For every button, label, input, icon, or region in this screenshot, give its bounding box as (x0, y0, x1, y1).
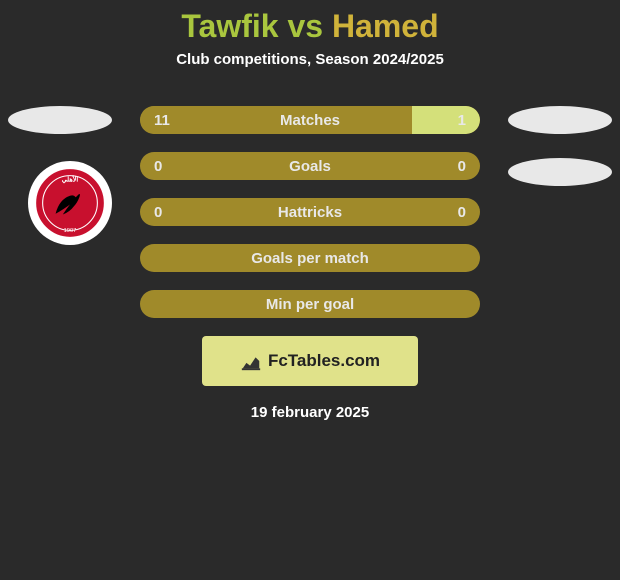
player2-club-placeholder (508, 158, 612, 186)
player2-name: Hamed (332, 8, 439, 44)
stat-bars: Matches111Goals00Hattricks00Goals per ma… (140, 106, 480, 318)
stat-value-right: 0 (458, 198, 466, 226)
al-ahly-badge-icon: الأهلي 1907 (34, 167, 106, 239)
fctables-logo[interactable]: FcTables.com (202, 336, 418, 386)
stat-value-right: 1 (458, 106, 466, 134)
vs-text: vs (287, 8, 323, 44)
player1-club-badge: الأهلي 1907 (28, 161, 112, 245)
stat-label: Min per goal (140, 290, 480, 318)
stat-label: Hattricks (140, 198, 480, 226)
stat-label: Goals per match (140, 244, 480, 272)
player1-avatar-placeholder (8, 106, 112, 134)
svg-text:1907: 1907 (64, 228, 77, 234)
stat-bar-hattricks: Hattricks0 0 (140, 198, 480, 226)
chart-icon (240, 350, 262, 372)
stats-container: الأهلي 1907 Matches111Goals00Hattricks00… (0, 106, 620, 318)
stat-value-left: 0 (154, 198, 162, 226)
stat-value-left: 11 (154, 106, 170, 134)
stat-value-left: 0 (154, 152, 162, 180)
stat-bar-matches: Matches111 (140, 106, 480, 134)
player2-avatar-placeholder (508, 106, 612, 134)
stat-bar-goals: Goals0 0 (140, 152, 480, 180)
stat-label: Matches (140, 106, 480, 134)
date-text: 19 february 2025 (0, 404, 620, 421)
stat-bar-min-per-goal: Min per goal (140, 290, 480, 318)
stat-bar-goals-per-match: Goals per match (140, 244, 480, 272)
stat-value-right: 0 (458, 152, 466, 180)
player1-name: Tawfik (181, 8, 278, 44)
comparison-title: Tawfik vs Hamed (0, 0, 620, 45)
subtitle: Club competitions, Season 2024/2025 (0, 51, 620, 68)
svg-text:الأهلي: الأهلي (62, 174, 79, 183)
logo-text: FcTables.com (268, 351, 380, 371)
stat-label: Goals (140, 152, 480, 180)
